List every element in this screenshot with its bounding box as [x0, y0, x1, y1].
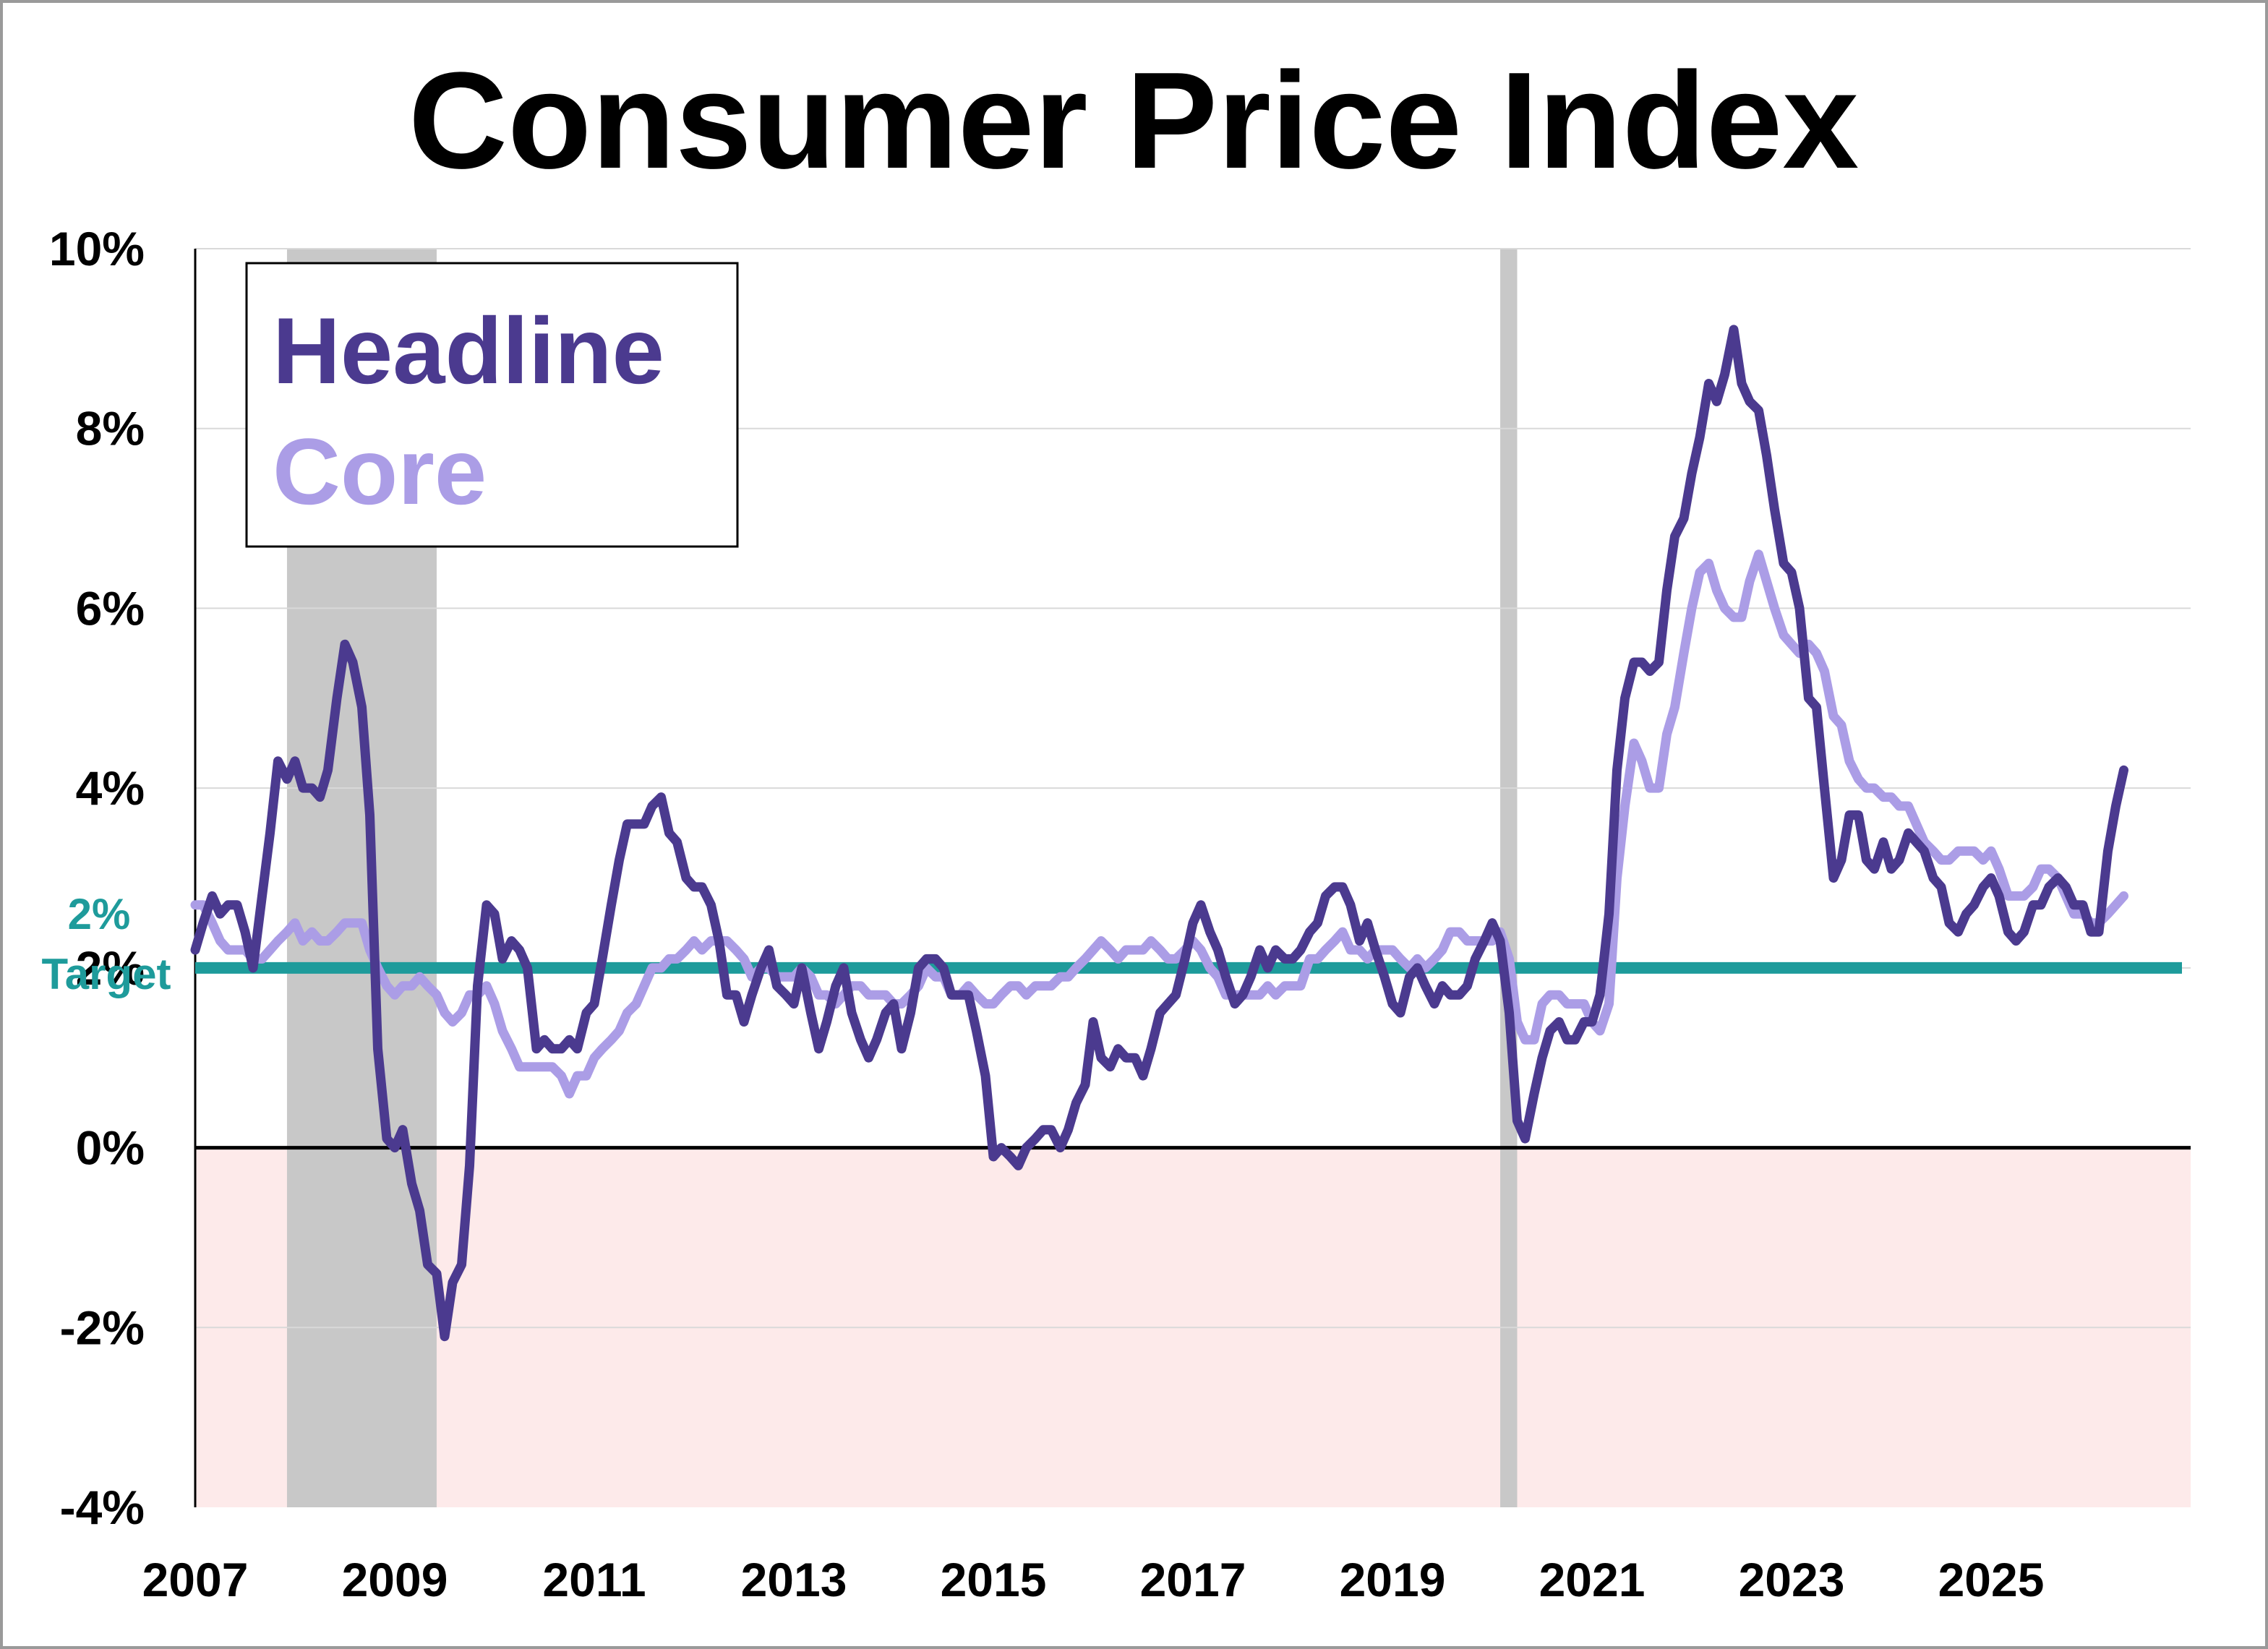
y-tick-label: 6%	[76, 581, 145, 635]
target-label: 2% Target	[42, 890, 171, 998]
y-tick-label: 8%	[76, 402, 145, 455]
x-tick-label: 2007	[142, 1553, 249, 1606]
recession-band-2	[1500, 249, 1518, 1507]
axes	[194, 249, 2191, 1507]
x-tick-label: 2013	[741, 1553, 847, 1606]
legend-frame	[245, 262, 739, 548]
legend-box: Headline Core	[245, 262, 739, 548]
target-value-label: 2%	[68, 890, 131, 938]
y-tick-label: 10%	[49, 222, 145, 275]
legend-core-label: Core	[273, 419, 487, 524]
x-tick-label: 2011	[542, 1553, 646, 1606]
x-tick-label: 2015	[941, 1553, 1047, 1606]
x-tick-label: 2017	[1140, 1553, 1246, 1606]
y-tick-label: -2%	[60, 1301, 145, 1354]
x-tick-label: 2025	[1938, 1553, 2045, 1606]
chart-title: Consumer Price Index	[408, 44, 1859, 197]
x-tick-label: 2021	[1539, 1553, 1646, 1606]
x-tick-label: 2019	[1340, 1553, 1446, 1606]
series-lines	[190, 325, 2182, 1342]
legend-headline-label: Headline	[273, 298, 664, 403]
y-tick-label: 0%	[76, 1121, 145, 1175]
y-tick-label: 4%	[76, 761, 145, 815]
headline-line	[190, 325, 2128, 1342]
x-tick-label: 2009	[342, 1553, 448, 1606]
x-tick-label: 2023	[1739, 1553, 1845, 1606]
y-tick-label: 2%	[76, 941, 145, 995]
target-text-label: Target	[42, 950, 171, 998]
tick-labels: -4% -2% 0% 2% 4% 6% 8% 10% 2007 2009 2011 2013 2015 2…	[49, 222, 2045, 1606]
y-tick-label: -4%	[60, 1481, 145, 1534]
